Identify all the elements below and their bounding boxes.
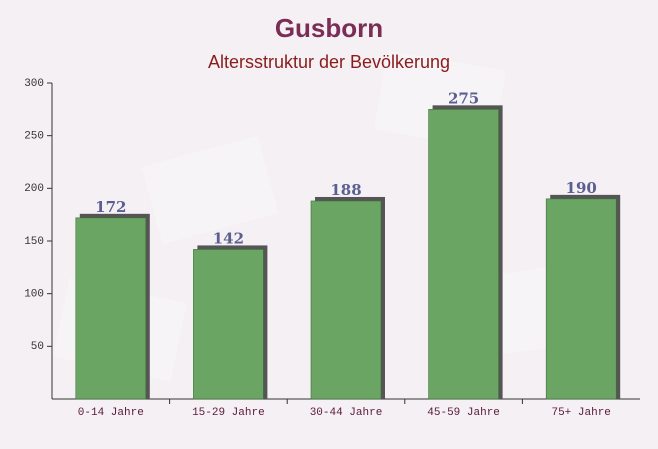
bar — [193, 249, 264, 400]
bar — [310, 200, 382, 400]
bar — [428, 109, 499, 400]
y-tick-label: 100 — [24, 289, 44, 301]
y-tick-label: 300 — [24, 78, 44, 90]
y-tick-label: 150 — [24, 236, 44, 248]
y-tick-label: 200 — [24, 183, 44, 195]
value-label: 172 — [95, 198, 126, 216]
chart-title: Gusborn — [275, 13, 383, 43]
chart-subtitle: Altersstruktur der Bevölkerung — [208, 52, 450, 72]
x-tick-label: 0-14 Jahre — [78, 407, 144, 419]
value-label: 142 — [213, 229, 244, 247]
value-label: 190 — [566, 179, 597, 197]
bar — [75, 217, 147, 400]
x-tick-label: 30-44 Jahre — [310, 407, 383, 419]
value-label: 188 — [330, 181, 361, 199]
x-tick-label: 15-29 Jahre — [192, 407, 265, 419]
x-tick-label: 45-59 Jahre — [427, 407, 500, 419]
y-tick-label: 250 — [24, 131, 44, 143]
y-tick-label: 50 — [31, 341, 44, 353]
bar — [545, 198, 617, 400]
x-tick-label: 75+ Jahre — [551, 407, 610, 419]
value-label: 275 — [448, 89, 479, 107]
